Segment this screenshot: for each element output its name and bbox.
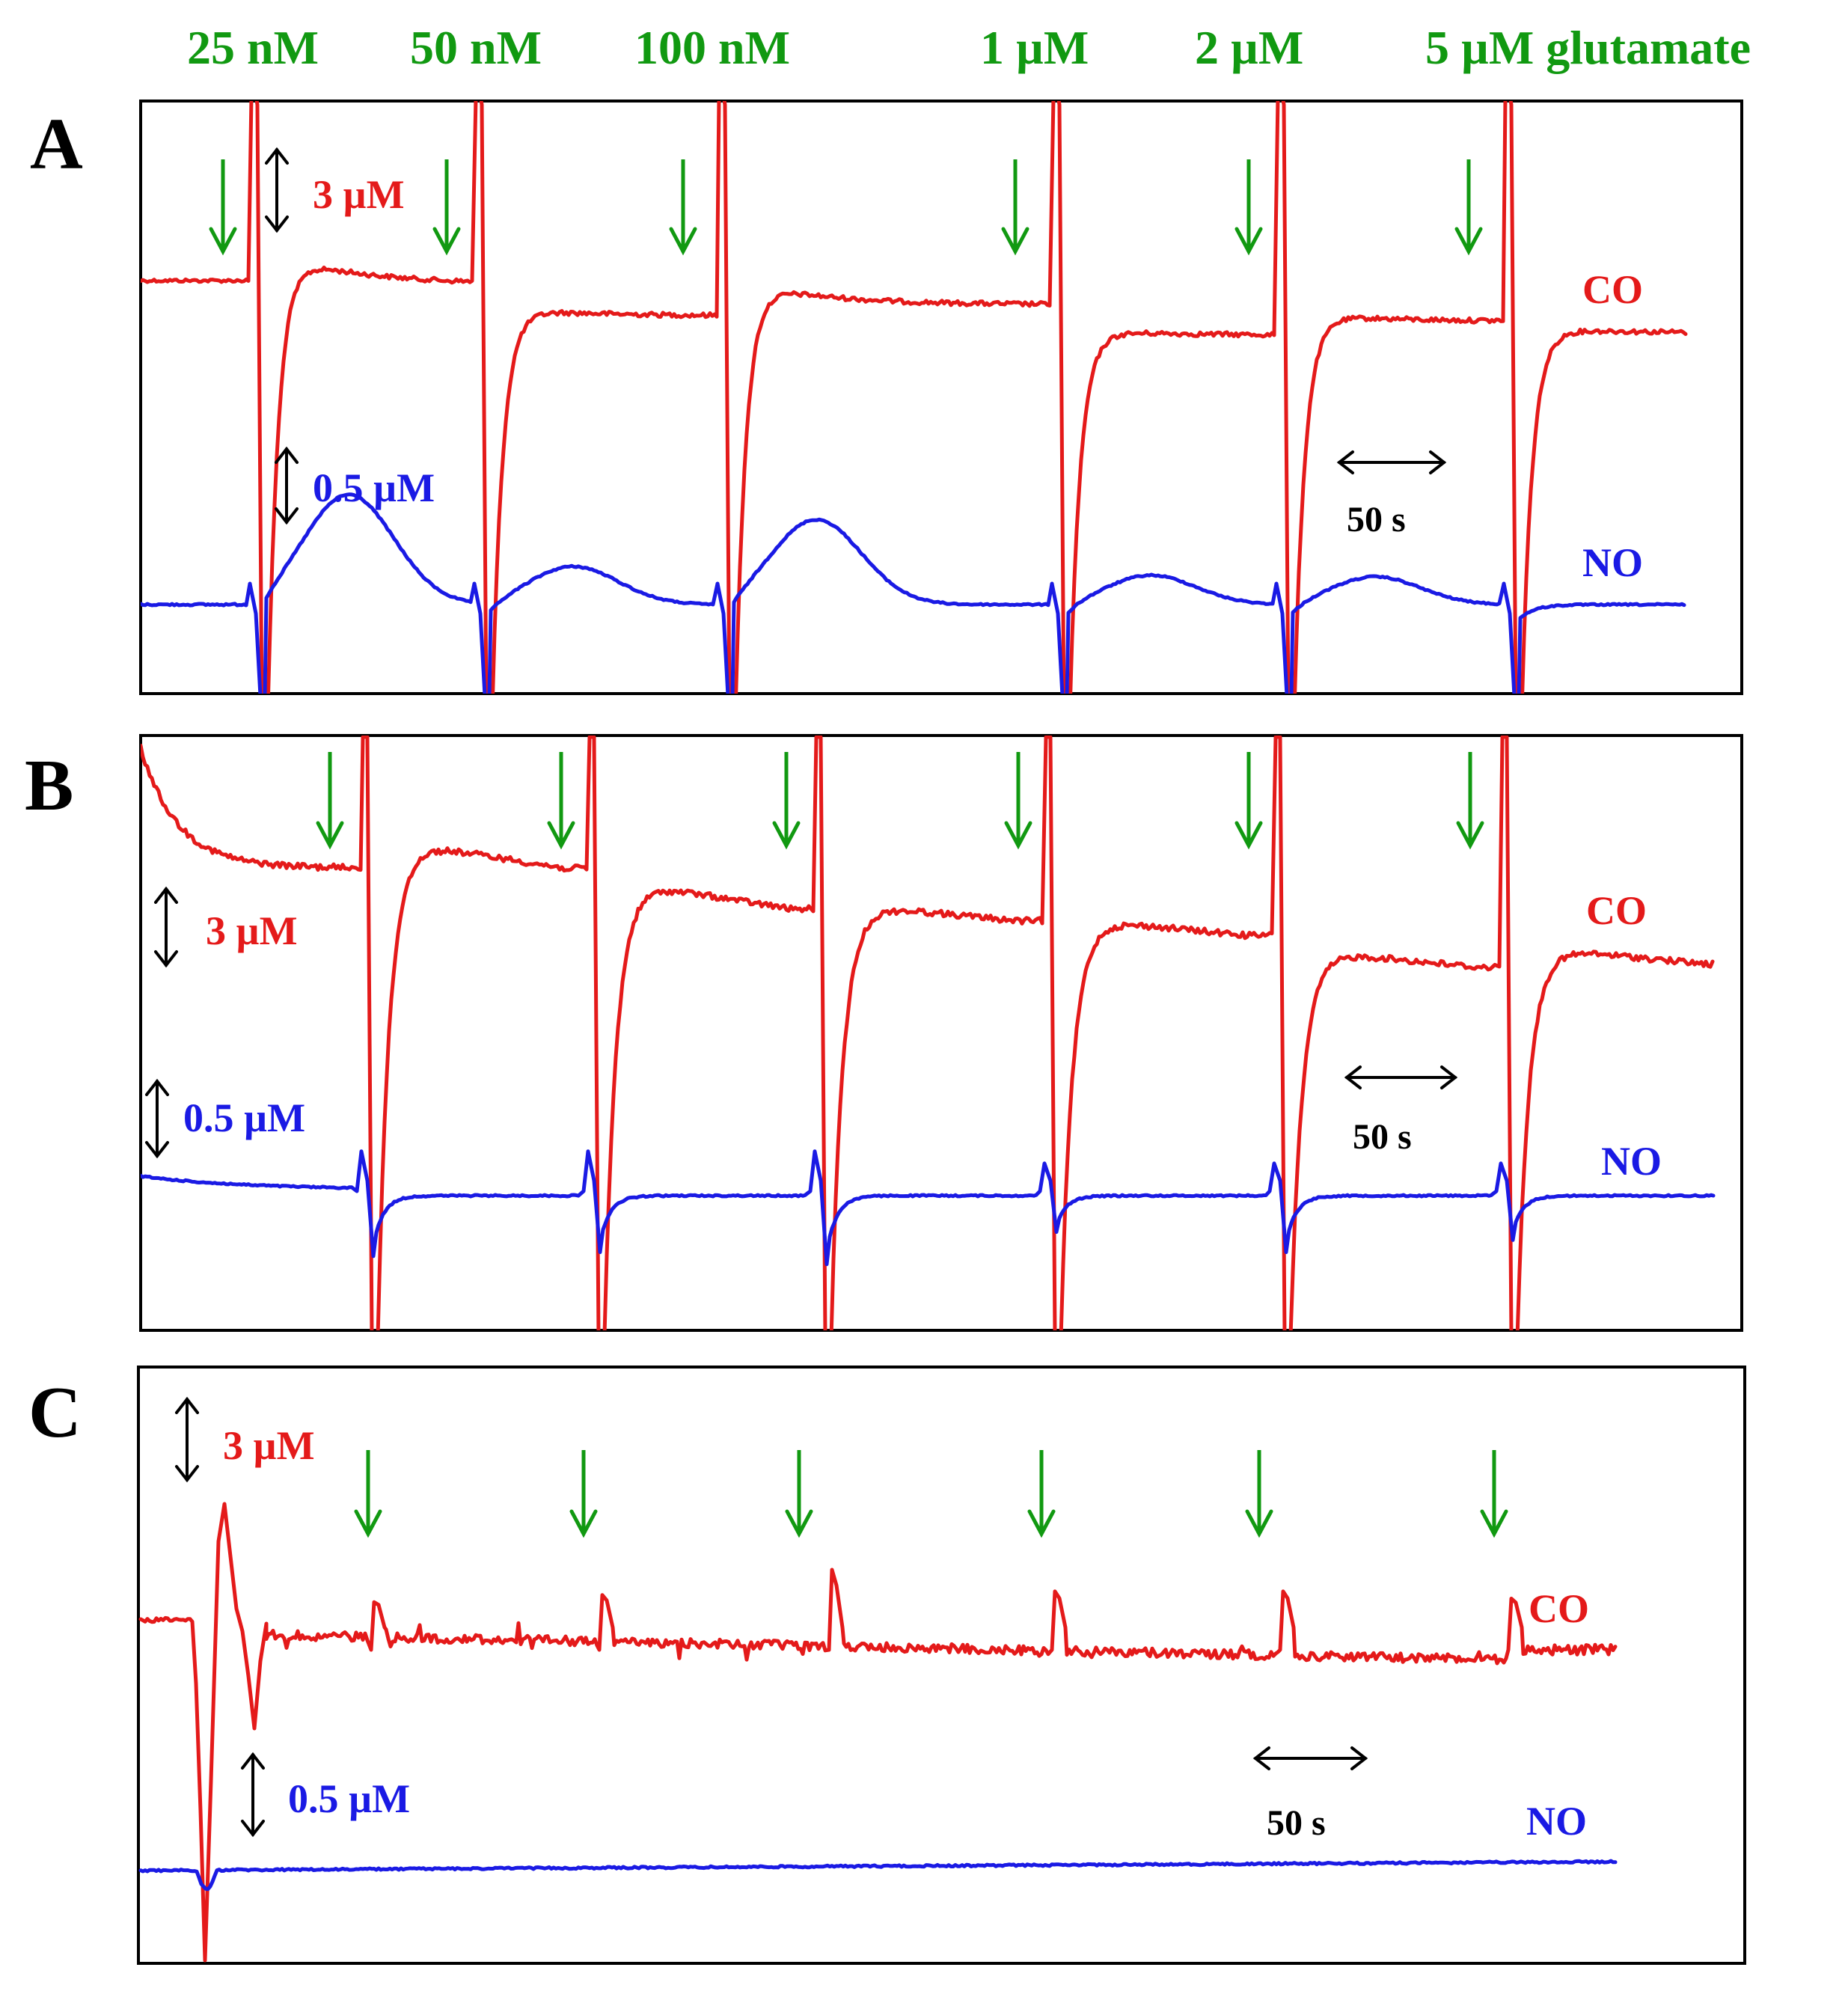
no-trace-panel-a: [141, 492, 1686, 694]
co-scale-label: 3 µM: [313, 172, 405, 217]
addition-arrow-icon: [1456, 752, 1484, 850]
panel-a-annotations: 3 µM 0.5 µM 50 s CO NO: [265, 147, 1643, 585]
no-scale-label: 0.5 µM: [183, 1095, 305, 1140]
no-scale-label: 0.5 µM: [313, 465, 435, 510]
no-trace-panel-b: [141, 1149, 1716, 1267]
addition-arrow-icon: [1480, 1450, 1508, 1538]
addition-arrow-icon: [1004, 752, 1032, 850]
panel-b-frame: [139, 734, 1743, 1332]
addition-arrows: [209, 159, 1508, 1538]
no-series-label: NO: [1582, 540, 1643, 585]
co-series-label: CO: [1582, 267, 1643, 312]
panel-letter-b: B: [25, 745, 73, 826]
panel-letter-c: C: [28, 1372, 82, 1453]
no-scale-label: 0.5 µM: [288, 1776, 410, 1821]
addition-arrow-icon: [1027, 1450, 1056, 1538]
panel-b-traces: [141, 736, 1716, 1330]
addition-arrow-icon: [209, 159, 237, 256]
no-series-label: NO: [1526, 1799, 1587, 1844]
conc-label-3: 100 nM: [634, 21, 790, 74]
addition-arrow-icon: [432, 159, 461, 256]
concentration-labels: 25 nM 50 nM 100 nM 1 µM 2 µM 5 µM glutam…: [187, 21, 1751, 74]
co-scale-bar-icon: [265, 147, 289, 233]
co-scale-bar-icon: [154, 886, 178, 968]
no-scale-bar-icon: [275, 446, 299, 525]
time-scale-label: 50 s: [1267, 1803, 1326, 1843]
addition-arrow-icon: [316, 752, 344, 850]
no-trace-panel-c: [138, 1859, 1618, 1892]
conc-label-6: 5 µM glutamate: [1425, 21, 1751, 74]
co-scale-label: 3 µM: [223, 1423, 315, 1468]
co-trace-panel-a: [141, 101, 1688, 694]
addition-arrow-icon: [354, 1450, 382, 1538]
conc-label-1: 25 nM: [187, 21, 319, 74]
panel-c-annotations: 3 µM 0.5 µM 50 s CO NO: [175, 1396, 1589, 1844]
co-scale-label: 3 µM: [206, 908, 298, 953]
addition-arrow-icon: [547, 752, 575, 850]
co-trace-panel-c: [138, 1502, 1618, 1963]
addition-arrow-icon: [1001, 159, 1029, 256]
co-scale-bar-icon: [175, 1396, 199, 1483]
no-scale-bar-icon: [241, 1752, 265, 1838]
no-series-label: NO: [1601, 1139, 1662, 1184]
panel-c-traces: [138, 1502, 1618, 1963]
co-series-label: CO: [1529, 1586, 1589, 1631]
addition-arrow-icon: [569, 1450, 598, 1538]
conc-label-4: 1 µM: [980, 21, 1089, 74]
panel-c-frame: [137, 1366, 1746, 1965]
no-scale-bar-icon: [145, 1078, 169, 1159]
addition-arrow-icon: [1234, 752, 1263, 850]
addition-arrow-icon: [1454, 159, 1483, 256]
time-scale-bar-icon: [1336, 450, 1447, 474]
addition-arrow-icon: [785, 1450, 813, 1538]
time-scale-label: 50 s: [1353, 1117, 1412, 1157]
addition-arrow-icon: [772, 752, 801, 850]
panel-b-annotations: 3 µM 0.5 µM 50 s CO NO: [145, 886, 1662, 1184]
time-scale-bar-icon: [1252, 1746, 1368, 1770]
panel-a-frame: [139, 100, 1743, 695]
co-series-label: CO: [1586, 888, 1647, 933]
co-trace-panel-b: [141, 736, 1715, 1330]
time-scale-bar-icon: [1344, 1065, 1458, 1089]
addition-arrow-icon: [1234, 159, 1263, 256]
time-scale-label: 50 s: [1347, 500, 1406, 539]
conc-label-2: 50 nM: [410, 21, 542, 74]
addition-arrow-icon: [669, 159, 697, 256]
addition-arrow-icon: [1245, 1450, 1273, 1538]
conc-label-5: 2 µM: [1195, 21, 1303, 74]
panel-letter-a: A: [30, 104, 83, 185]
panel-a-traces: [141, 101, 1688, 694]
